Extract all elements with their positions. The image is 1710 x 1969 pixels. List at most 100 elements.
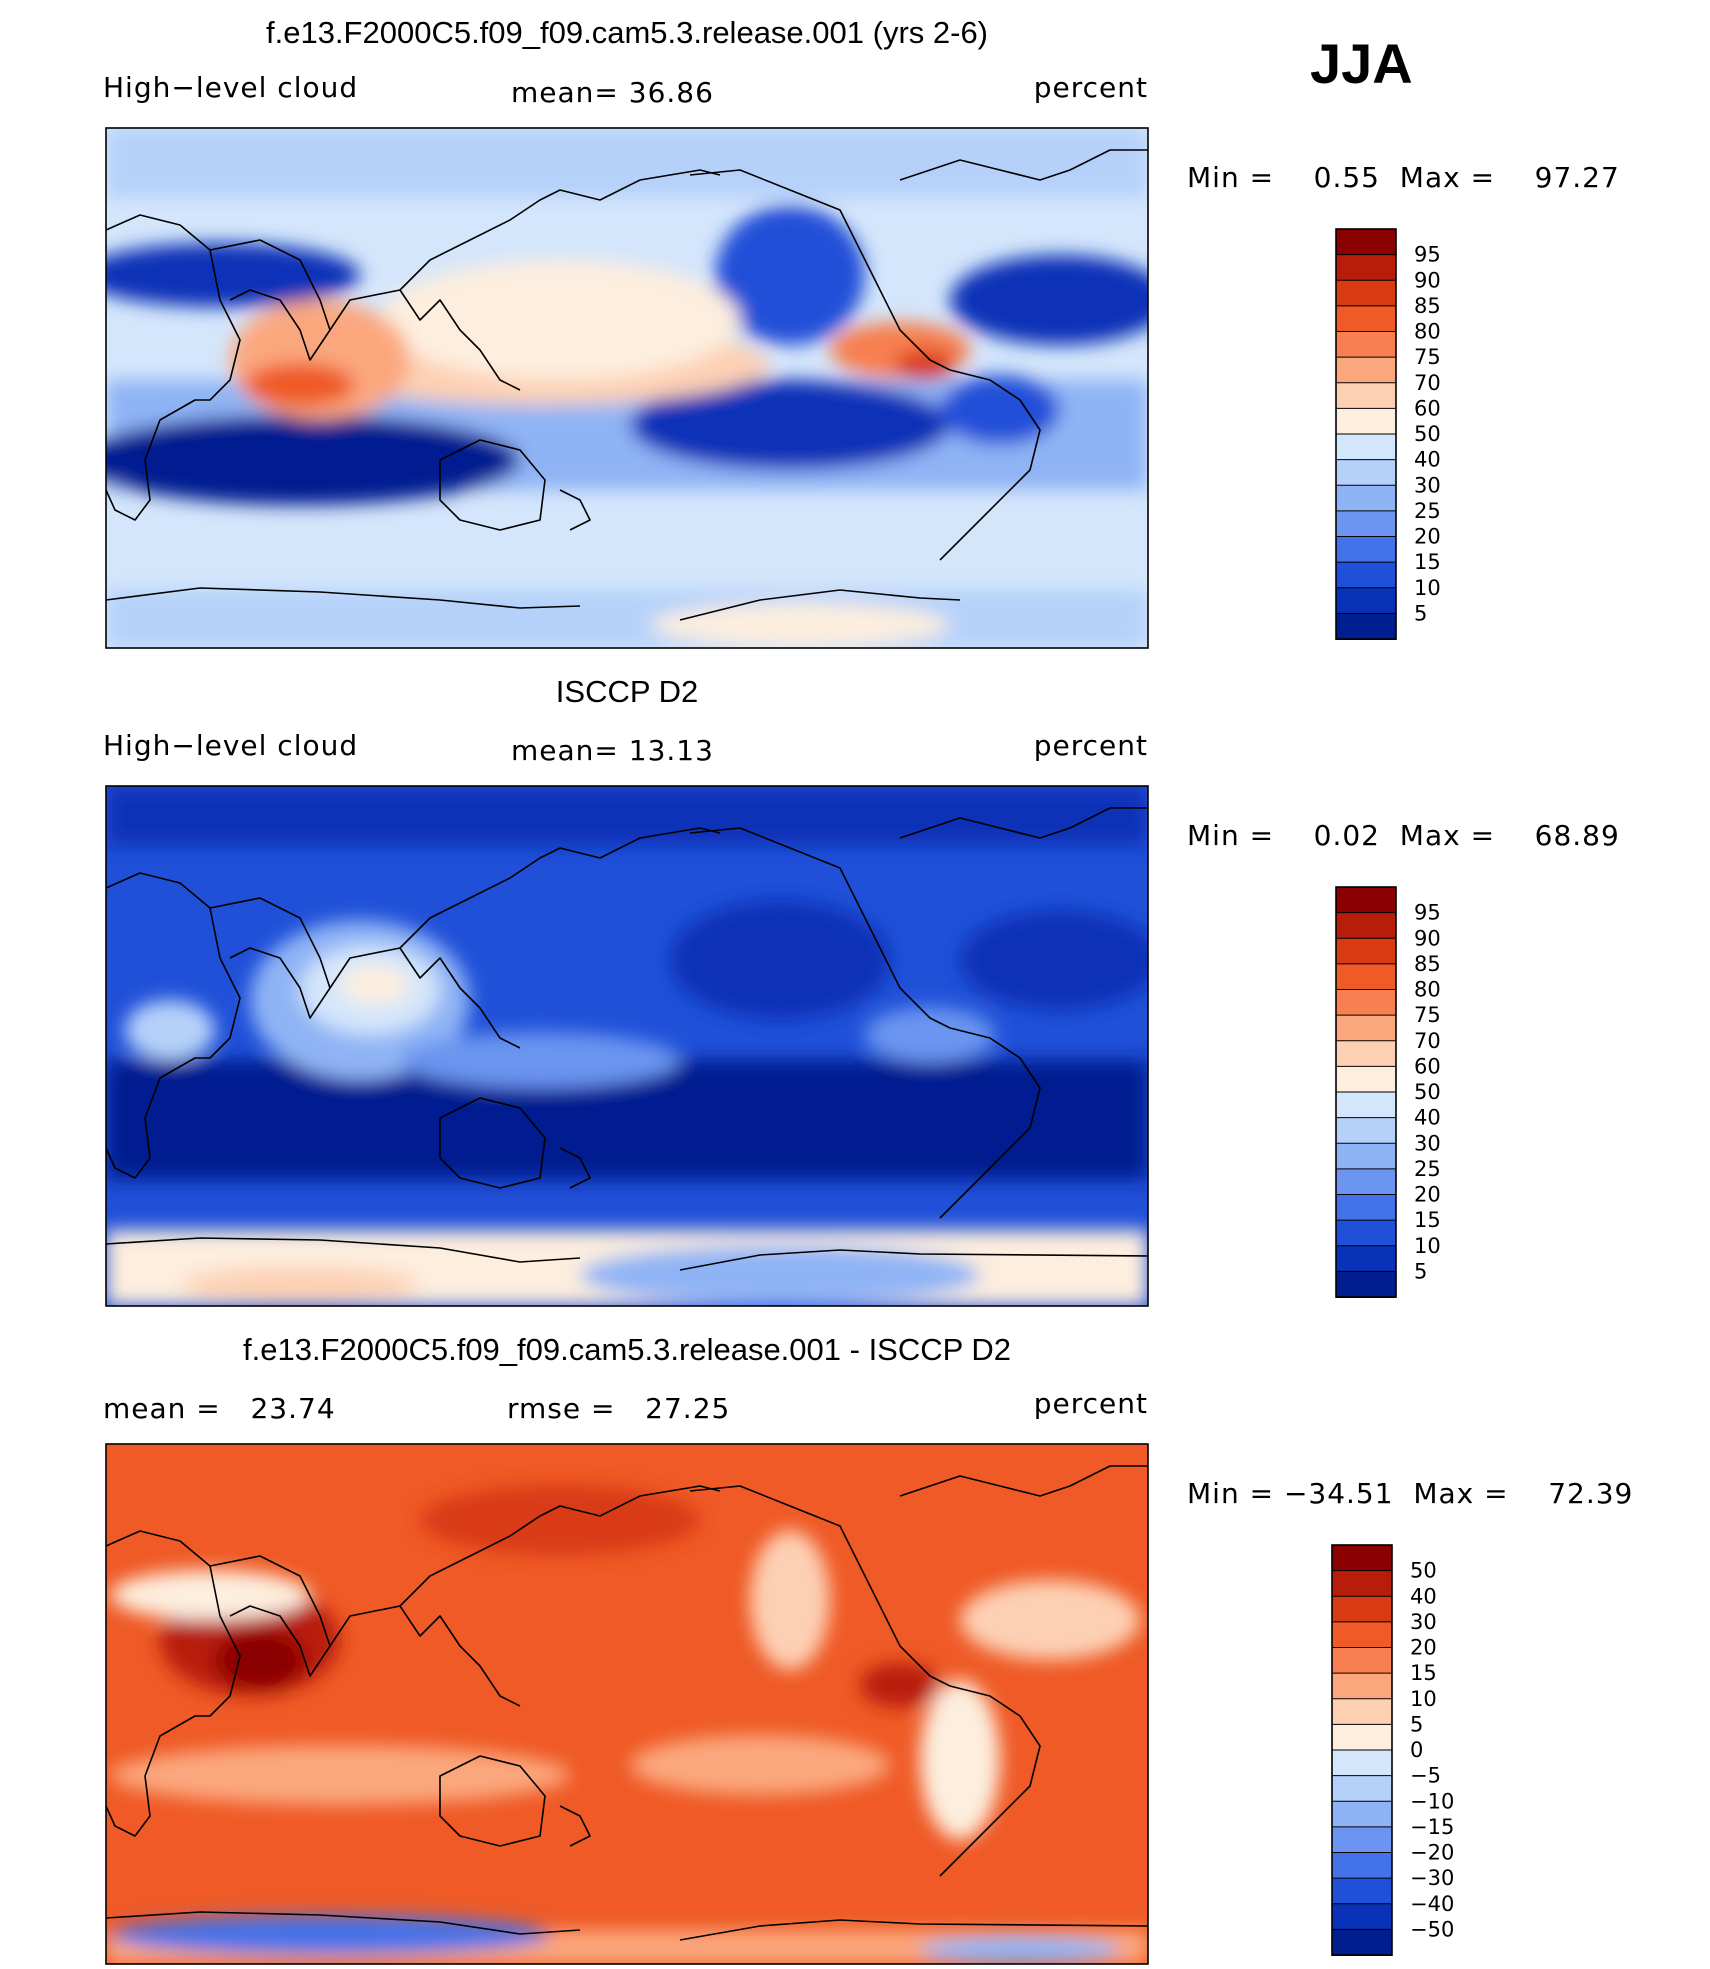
colorbar-frame (1331, 1544, 1393, 1956)
colorbar-tick-label: −10 (1410, 1789, 1454, 1813)
colorbar-swatch (1335, 228, 1397, 256)
colorbar-swatch (1331, 1749, 1393, 1777)
colorbar-swatch (1335, 459, 1397, 487)
colorbar-tick-label: 90 (1414, 926, 1441, 950)
colorbar-swatch (1331, 1698, 1393, 1726)
colorbar-tick-label: 10 (1414, 576, 1441, 600)
rmse-label: rmse = 27.25 (507, 1392, 730, 1425)
variable-label: High−level cloud (103, 729, 358, 762)
colorbar-tick-label: 85 (1414, 294, 1441, 318)
colorbar-swatch (1335, 1270, 1397, 1298)
map-frame (105, 785, 1149, 1307)
colorbar-tick-label: 75 (1414, 345, 1441, 369)
colorbar-swatch (1335, 1117, 1397, 1145)
min-max-label: Min = 0.02 Max = 68.89 (1187, 819, 1620, 852)
colorbar-tick-label: 85 (1414, 952, 1441, 976)
colorbar-tick-label: 0 (1410, 1738, 1423, 1762)
colorbar-swatch (1335, 1091, 1397, 1119)
colorbar-swatch (1335, 1142, 1397, 1170)
colorbar-tick-label: −30 (1410, 1866, 1454, 1890)
colorbar-tick-label: −20 (1410, 1841, 1454, 1865)
panel-model: f.e13.F2000C5.f09_f09.cam5.3.release.001… (103, 15, 1619, 649)
colorbar-swatch (1335, 886, 1397, 914)
units-label: percent (1034, 1387, 1148, 1420)
colorbar-tick-label: 50 (1410, 1559, 1437, 1583)
colorbar-tick-label: 90 (1414, 268, 1441, 292)
colorbar-tick-label: 20 (1414, 1183, 1441, 1207)
colorbar-tick-label: 40 (1410, 1584, 1437, 1608)
colorbar-swatch (1335, 407, 1397, 435)
colorbar-swatch (1335, 1219, 1397, 1247)
colorbar-tick-label: 95 (1414, 243, 1441, 267)
colorbar-tick-label: 80 (1414, 978, 1441, 1002)
colorbar-swatch (1335, 305, 1397, 333)
colorbar-swatch (1335, 1065, 1397, 1093)
colorbar-tick-label: 60 (1414, 1054, 1441, 1078)
colorbar-swatch (1331, 1800, 1393, 1828)
colorbar-swatch (1331, 1903, 1393, 1931)
colorbar-tick-label: 60 (1414, 396, 1441, 420)
panel-title: f.e13.F2000C5.f09_f09.cam5.3.release.001… (243, 1332, 1011, 1367)
colorbar-swatch (1331, 1852, 1393, 1880)
colorbar-swatch (1335, 1194, 1397, 1222)
panel-difference: f.e13.F2000C5.f09_f09.cam5.3.release.001… (103, 1332, 1633, 1965)
coastlines (106, 807, 1148, 1271)
map-field (106, 786, 1148, 1306)
colorbar-swatch (1335, 963, 1397, 991)
map-frame (105, 127, 1149, 649)
map-field (106, 128, 1148, 648)
colorbar-swatch (1335, 1245, 1397, 1273)
colorbar-tick-label: 15 (1410, 1661, 1437, 1685)
colorbar-tick-label: −50 (1410, 1917, 1454, 1941)
panel-title: ISCCP D2 (556, 674, 698, 709)
colorbar-swatch (1331, 1544, 1393, 1572)
colorbar-swatch (1335, 1014, 1397, 1042)
colorbar-swatch (1331, 1723, 1393, 1751)
mean-label: mean= 13.13 (511, 734, 714, 767)
colorbar-swatch (1335, 331, 1397, 359)
units-label: percent (1034, 729, 1148, 762)
colorbar-swatch (1335, 561, 1397, 589)
min-max-label: Min = −34.51 Max = 72.39 (1187, 1477, 1633, 1510)
colorbar-swatch (1331, 1647, 1393, 1675)
colorbar-swatch (1331, 1570, 1393, 1598)
colorbar-tick-label: 20 (1410, 1636, 1437, 1660)
colorbar-tick-label: 80 (1414, 320, 1441, 344)
colorbar-swatch (1335, 536, 1397, 564)
colorbar-tick-label: 40 (1414, 448, 1441, 472)
colorbar-tick-label: 70 (1414, 371, 1441, 395)
colorbar-tick-label: 5 (1410, 1712, 1423, 1736)
units-label: percent (1034, 71, 1148, 104)
colorbar-tick-label: −5 (1410, 1764, 1441, 1788)
colorbar-tick-label: 10 (1414, 1234, 1441, 1258)
colorbar-tick-label: 5 (1414, 601, 1427, 625)
colorbar-tick-label: 70 (1414, 1029, 1441, 1053)
colorbar-tick-label: 25 (1414, 499, 1441, 523)
colorbar-swatch (1331, 1621, 1393, 1649)
colorbar-tick-label: 40 (1414, 1106, 1441, 1130)
colorbar-swatch (1331, 1826, 1393, 1854)
colorbar-swatch (1335, 937, 1397, 965)
colorbar-frame (1335, 228, 1397, 640)
mean-label: mean= 36.86 (511, 76, 714, 109)
colorbar-tick-label: 25 (1414, 1157, 1441, 1181)
colorbar-swatch (1335, 254, 1397, 282)
colorbar-swatch (1335, 1040, 1397, 1068)
colorbar-swatch (1335, 279, 1397, 307)
colorbar-swatch (1335, 587, 1397, 615)
colorbar-tick-label: 5 (1414, 1259, 1427, 1283)
coastlines (106, 1465, 1148, 1941)
colorbar-swatch (1331, 1672, 1393, 1700)
panel-observations: ISCCP D2 High−level cloud mean= 13.13 pe… (103, 674, 1620, 1307)
colorbar-tick-label: −15 (1410, 1815, 1454, 1839)
colorbar-tick-label: 20 (1414, 525, 1441, 549)
colorbar-swatch (1335, 356, 1397, 384)
colorbar-swatch (1335, 510, 1397, 538)
colorbar-tick-label: 10 (1410, 1687, 1437, 1711)
colorbar-tick-label: 15 (1414, 1208, 1441, 1232)
colorbar-swatch (1335, 612, 1397, 640)
colorbar-swatch (1335, 484, 1397, 512)
